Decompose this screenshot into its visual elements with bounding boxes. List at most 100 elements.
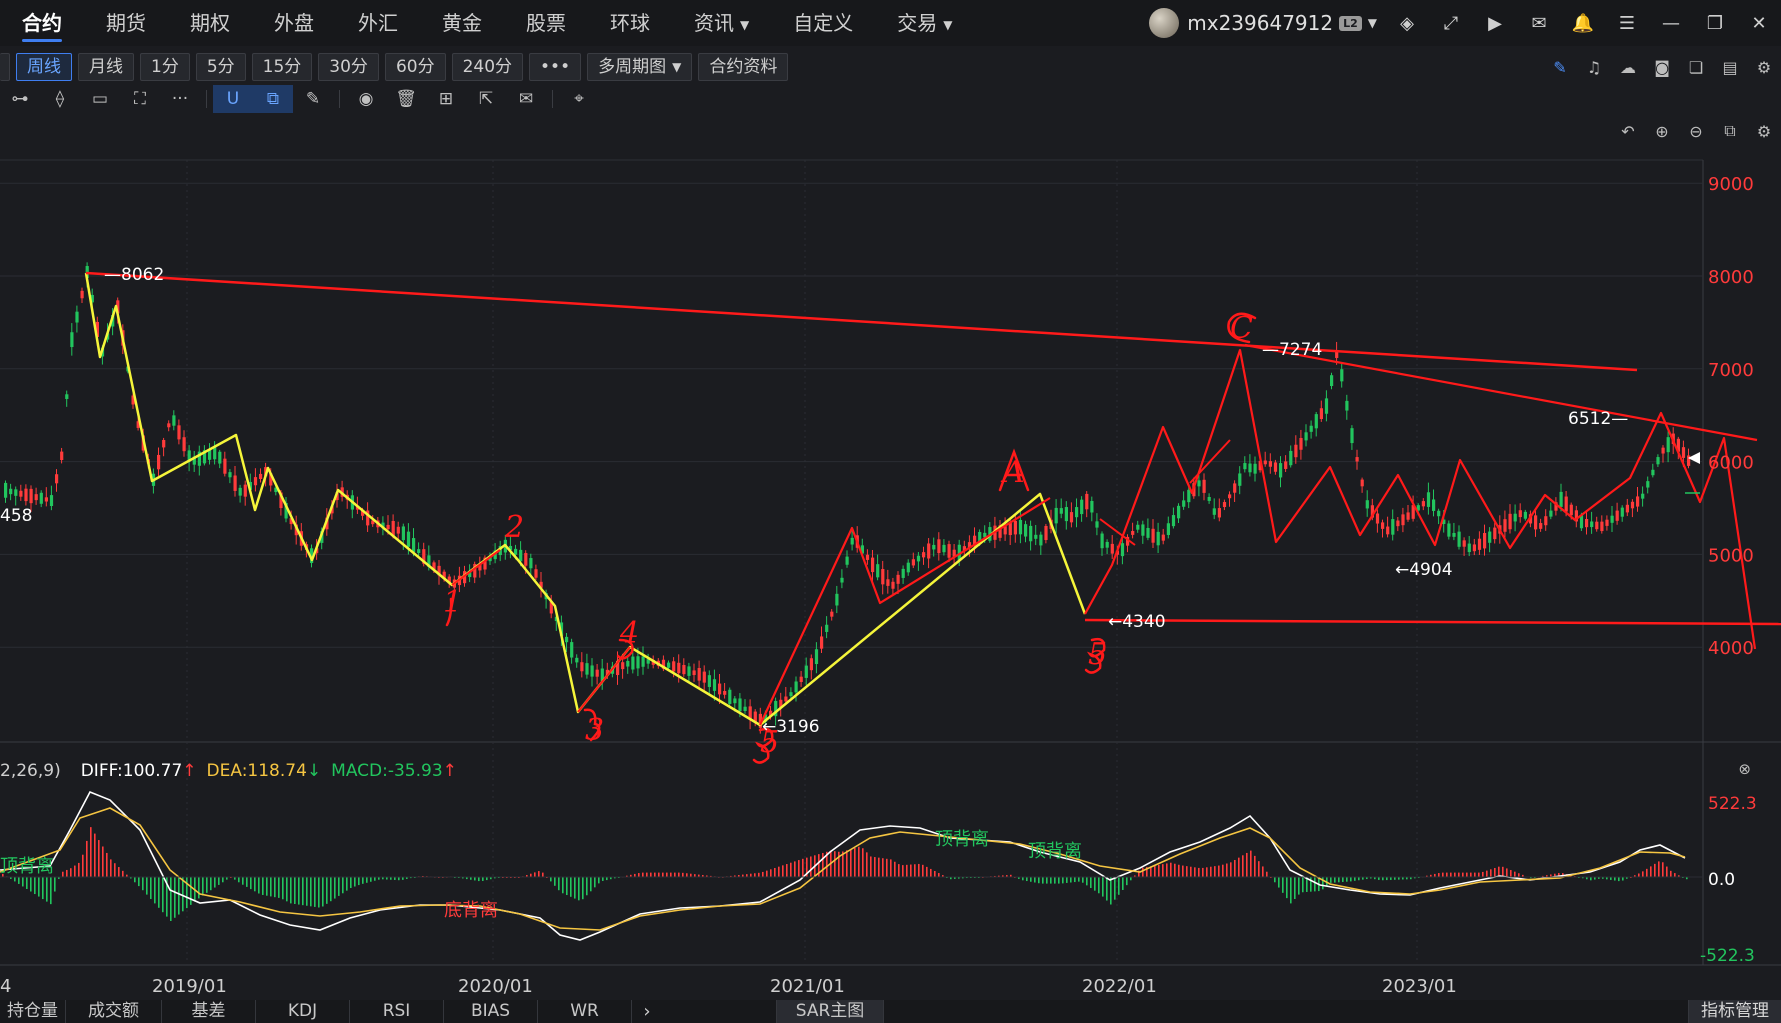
- message-icon[interactable]: ✉: [518, 89, 534, 109]
- dea-line: [0, 807, 1686, 931]
- macd-histogram-bar: [218, 877, 220, 885]
- period-weekly-button[interactable]: 周线: [16, 53, 72, 81]
- settings-icon[interactable]: ⚙: [1756, 57, 1772, 77]
- camera-icon[interactable]: ◙: [1654, 57, 1670, 77]
- macd-histogram-bar: [686, 873, 688, 877]
- close-icon[interactable]: ✕: [1751, 12, 1767, 34]
- nav-item-foreign-market[interactable]: 外盘: [274, 11, 314, 35]
- macd-histogram-bar: [342, 877, 344, 894]
- macd-histogram-bar: [166, 877, 168, 917]
- macd-histogram-bar: [1482, 871, 1484, 877]
- tab-rsi[interactable]: RSI: [350, 1000, 444, 1023]
- nav-item-forex[interactable]: 外汇: [358, 11, 398, 35]
- macd-histogram-bar: [658, 872, 660, 877]
- magnet-icon[interactable]: U: [213, 85, 253, 113]
- tab-open-interest[interactable]: 持仓量: [0, 1000, 66, 1023]
- candle-body: [1411, 505, 1415, 519]
- zoom-out-icon[interactable]: ⊖: [1689, 121, 1703, 141]
- multi-period-button[interactable]: 多周期图 ▼: [587, 53, 693, 81]
- tab-wr[interactable]: WR: [538, 1000, 632, 1023]
- tab-turnover[interactable]: 成交额: [66, 1000, 162, 1023]
- contract-info-button[interactable]: 合约资料: [698, 53, 789, 81]
- undo-icon[interactable]: ↶: [1621, 121, 1635, 141]
- nav-item-gold[interactable]: 黄金: [442, 11, 482, 35]
- macd-histogram-bar: [1366, 877, 1368, 880]
- candle-body: [1636, 496, 1640, 507]
- grid-icon[interactable]: ⊞: [438, 89, 454, 109]
- nav-item-custom[interactable]: 自定义: [793, 11, 854, 35]
- candle-body: [1590, 521, 1594, 528]
- period-60min-button[interactable]: 60分: [384, 53, 446, 81]
- nav-item-trade[interactable]: 交易 ▼: [875, 0, 974, 46]
- pen-icon[interactable]: ✎: [1553, 57, 1567, 77]
- nav-item-options[interactable]: 期权: [190, 11, 230, 35]
- period-5min-button[interactable]: 5分: [195, 53, 246, 81]
- candle-body: [830, 611, 834, 617]
- period-240min-button[interactable]: 240分: [451, 53, 524, 81]
- ruler-icon[interactable]: ⌖: [574, 89, 584, 109]
- nav-item-news[interactable]: 资讯 ▼: [672, 0, 771, 46]
- period-monthly-button[interactable]: 月线: [78, 53, 134, 81]
- candle-body: [1661, 447, 1665, 454]
- macd-histogram-bar: [1066, 877, 1068, 883]
- copy-icon[interactable]: ❏: [1688, 57, 1704, 77]
- red-wave-segment: [1099, 518, 1136, 546]
- tab-kdj[interactable]: KDJ: [256, 1000, 350, 1023]
- nav-item-futures[interactable]: 期货: [106, 11, 146, 35]
- user-chevron-down-icon[interactable]: ▼: [1367, 16, 1377, 30]
- layers-icon[interactable]: ◈: [1400, 12, 1414, 34]
- tab-basis[interactable]: 基差: [162, 1000, 256, 1023]
- edit-icon[interactable]: ✎: [305, 89, 321, 109]
- avatar[interactable]: [1149, 8, 1180, 38]
- export-icon[interactable]: ⇱: [478, 89, 494, 109]
- macd-histogram-bar: [1498, 866, 1500, 877]
- nav-item-global[interactable]: 环球: [610, 11, 650, 35]
- nav-item-stocks[interactable]: 股票: [526, 11, 566, 35]
- candle-body: [417, 549, 421, 553]
- restore-icon[interactable]: ❐: [1706, 12, 1724, 34]
- dea-down-arrow-icon: ↓: [306, 761, 322, 781]
- period-cut-button[interactable]: [0, 53, 10, 81]
- comment-tool-icon[interactable]: ▭: [91, 89, 109, 109]
- trash-icon[interactable]: 🗑: [395, 89, 417, 109]
- macd-histogram-bar: [874, 857, 876, 877]
- candle-body: [243, 484, 247, 497]
- zoom-in-icon[interactable]: ⊕: [1655, 121, 1669, 141]
- menu-icon[interactable]: ☰: [1618, 12, 1636, 34]
- tabs-next-arrow-icon[interactable]: ›: [643, 1001, 651, 1022]
- x-tick-label: 2019/01: [152, 976, 227, 997]
- macd-close-icon[interactable]: ⊗: [1738, 760, 1751, 778]
- crop-tool-icon[interactable]: ⛶: [134, 89, 146, 109]
- bell-icon[interactable]: 🔔: [1571, 12, 1595, 34]
- period-1min-button[interactable]: 1分: [140, 53, 190, 81]
- macd-histogram-bar: [678, 872, 680, 877]
- candle-body: [769, 710, 773, 716]
- period-30min-button[interactable]: 30分: [318, 53, 379, 81]
- tab-sar-main[interactable]: SAR主图: [776, 1000, 884, 1023]
- eye-icon[interactable]: ◉: [358, 89, 374, 109]
- window-icon[interactable]: ⧉: [1724, 121, 1736, 140]
- indicator-management-button[interactable]: 指标管理: [1688, 1000, 1781, 1023]
- expand-icon[interactable]: ⤢: [1443, 12, 1459, 34]
- minimize-icon[interactable]: —: [1662, 12, 1680, 34]
- line-tool-icon[interactable]: ⊶: [11, 89, 29, 109]
- tab-bias[interactable]: BIAS: [444, 1000, 538, 1023]
- macd-histogram-bar: [1158, 864, 1160, 877]
- more-periods-button[interactable]: •••: [529, 53, 582, 81]
- macd-histogram-bar: [882, 858, 884, 877]
- cloud-icon[interactable]: ☁: [1620, 57, 1636, 77]
- mail-icon[interactable]: ✉: [1531, 12, 1547, 34]
- nav-item-contract[interactable]: 合约: [0, 0, 84, 46]
- multi-line-tool-icon[interactable]: ⟠: [55, 89, 65, 109]
- layout-icon[interactable]: ▤: [1722, 57, 1738, 77]
- candle-body: [978, 532, 982, 543]
- chart-settings-icon[interactable]: ⚙: [1756, 121, 1772, 141]
- alert-bell-icon[interactable]: ♫: [1586, 57, 1602, 77]
- macd-histogram-bar: [138, 877, 140, 887]
- username[interactable]: mx239647912: [1187, 11, 1334, 35]
- period-15min-button[interactable]: 15分: [251, 53, 313, 81]
- more-tools-icon[interactable]: ···: [171, 89, 189, 109]
- video-icon[interactable]: ▶: [1488, 12, 1502, 34]
- overlay-icon[interactable]: ⧉: [253, 85, 293, 113]
